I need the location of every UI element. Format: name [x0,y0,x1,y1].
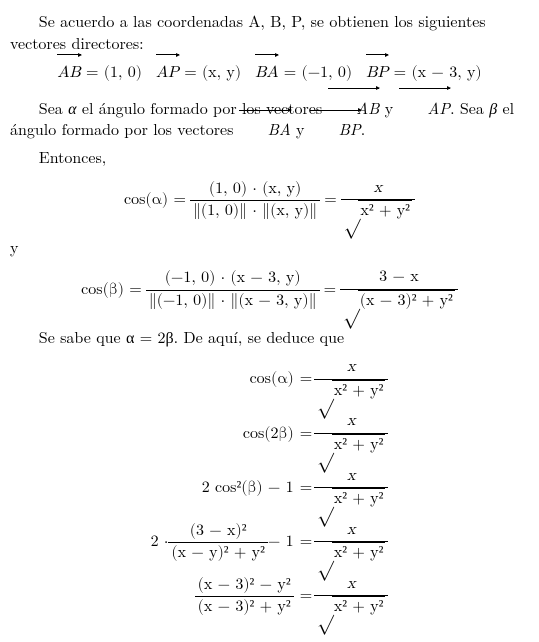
vec-AB: AB = (1, 0) [57,63,142,85]
vec-BA: BA = (−1, 0) [255,63,352,85]
derivation-block: cos(α) = x√x² + y² cos(2β) = x√x² + y² 2… [10,357,529,620]
deriv-l1-rhs: = x√x² + y² [298,357,389,403]
eq-cos-beta: cos(β) = (−1, 0) · (x − 3, y) ∥(−1, 0)∥ … [10,267,529,313]
paragraph-4: Se sabe que α = 2β. De aquí, se deduce q… [10,326,529,348]
para1-text: Se acuerdo a las coordenadas A, B, P, se… [10,9,486,54]
deriv-l3-lhs: 2 cos²(β) − 1 [151,466,298,512]
deriv-l4-lhs: 2 · (3 − x)²(x − y)² + y² − 1 [151,520,298,566]
paragraph-3: Entonces, [10,146,529,168]
paragraph-1: Se acuerdo a las coordenadas A, B, P, se… [10,10,529,53]
paragraph-2: Sea α el ángulo formado por los vectores… [10,97,529,140]
deriv-l2-lhs: cos(2β) [151,411,298,457]
eq-cos-alpha: cos(α) = (1, 0) · (x, y) ∥(1, 0)∥ · ∥(x,… [10,178,529,224]
deriv-l5-rhs: = x√x² + y² [298,574,389,620]
frac-beta-2: 3 − x √(x − 3)² + y² [340,267,458,313]
frac-alpha-1: (1, 0) · (x, y) ∥(1, 0)∥ · ∥(x, y)∥ [190,179,320,223]
vectors-line: AB = (1, 0) AP = (x, y) BA = (−1, 0) BP … [10,63,529,85]
frac-alpha-2: x √x² + y² [341,178,415,224]
frac-beta-1: (−1, 0) · (x − 3, y) ∥(−1, 0)∥ · ∥(x − 3… [146,268,320,312]
deriv-l4-rhs: = x√x² + y² [298,520,389,566]
deriv-l2-rhs: = x√x² + y² [298,411,389,457]
deriv-l5-lhs: (x − 3)² − y²(x − 3)² + y² [151,574,298,620]
deriv-l1-lhs: cos(α) [151,357,298,403]
y-connector: y [10,236,529,258]
vec-AP: AP = (x, y) [156,63,241,85]
deriv-l3-rhs: = x√x² + y² [298,466,389,512]
vec-BP: BP = (x − 3, y) [366,63,481,85]
